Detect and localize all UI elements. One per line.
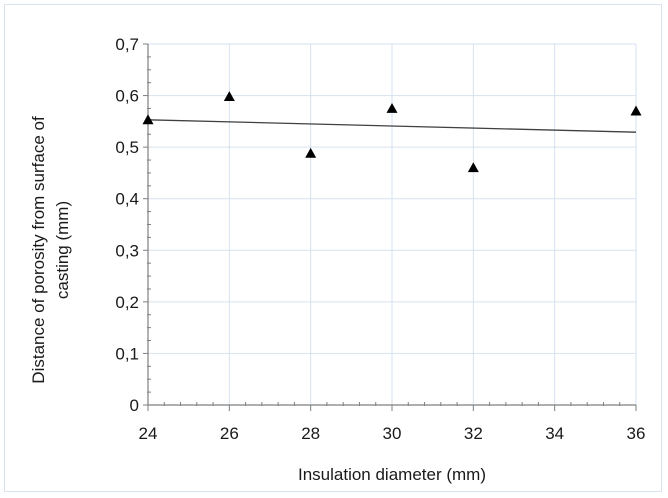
axes: [143, 43, 637, 411]
x-tick-label: 28: [301, 424, 320, 443]
y-tick-label: 0,1: [115, 344, 139, 363]
data-point: [305, 147, 317, 158]
data-point: [223, 91, 235, 102]
y-tick-labels: 0 0,1 0,2 0,3 0,4 0,5 0,6 0,7: [115, 35, 139, 415]
gridlines: [148, 43, 637, 405]
y-axis-title-line-1: Distance of porosity from surface of: [29, 116, 48, 384]
data-point: [630, 105, 642, 116]
y-tick-label: 0,4: [115, 190, 139, 209]
data-points: [142, 91, 642, 173]
y-tick-label: 0,7: [115, 35, 139, 54]
x-tick-labels: 24 26 28 30 32 34 36: [139, 424, 646, 443]
x-tick-label: 30: [383, 424, 402, 443]
y-axis-title-line-2: casting (mm): [53, 201, 72, 299]
x-tick-label: 32: [464, 424, 483, 443]
y-axis-title: Distance of porosity from surface of cas…: [29, 116, 72, 384]
y-tick-label: 0: [130, 396, 139, 415]
x-axis-title: Insulation diameter (mm): [298, 465, 486, 484]
x-tick-label: 36: [627, 424, 646, 443]
data-point: [142, 114, 154, 125]
x-tick-label: 26: [220, 424, 239, 443]
x-tick-label: 24: [139, 424, 158, 443]
data-point: [386, 102, 398, 113]
trendline: [147, 119, 637, 133]
x-tick-label: 34: [545, 424, 564, 443]
trendline-group: [147, 119, 637, 133]
y-tick-label: 0,6: [115, 87, 139, 106]
y-tick-label: 0,2: [115, 293, 139, 312]
data-point: [467, 162, 479, 173]
y-tick-label: 0,5: [115, 138, 139, 157]
y-tick-label: 0,3: [115, 241, 139, 260]
chart-frame: [4, 4, 662, 492]
